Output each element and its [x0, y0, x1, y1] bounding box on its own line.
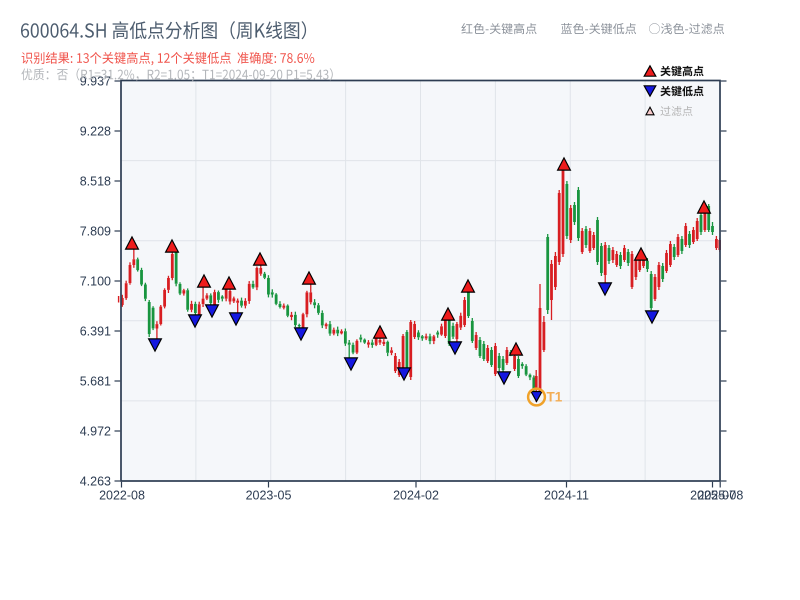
- svg-text:7.809: 7.809: [80, 224, 111, 238]
- svg-text:2025-07: 2025-07: [690, 489, 736, 503]
- svg-text:2023-05: 2023-05: [246, 489, 292, 503]
- svg-text:9.937: 9.937: [80, 74, 111, 88]
- svg-text:4.972: 4.972: [80, 424, 111, 438]
- svg-text:4.263: 4.263: [80, 474, 111, 488]
- svg-text:2025-08: 2025-08: [697, 489, 743, 503]
- svg-text:7.100: 7.100: [80, 274, 111, 288]
- svg-text:6.391: 6.391: [80, 324, 111, 338]
- svg-text:2024-11: 2024-11: [544, 489, 589, 503]
- svg-text:T1: T1: [547, 390, 563, 405]
- svg-text:2024-02: 2024-02: [393, 489, 439, 503]
- svg-text:8.518: 8.518: [80, 174, 111, 188]
- svg-text:5.681: 5.681: [80, 374, 111, 388]
- svg-text:9.228: 9.228: [80, 124, 111, 138]
- svg-text:2022-08: 2022-08: [99, 489, 145, 503]
